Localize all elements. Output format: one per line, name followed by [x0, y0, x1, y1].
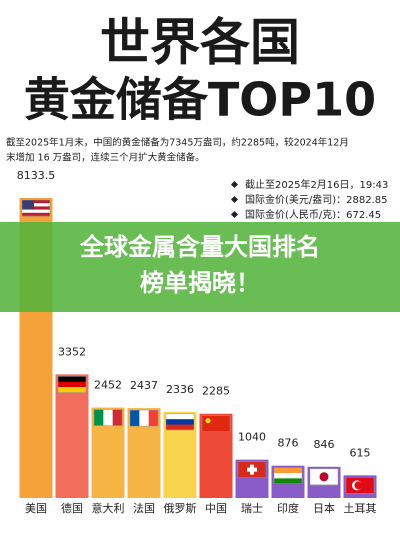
banner-text: 全球金属含量大国排名 [79, 233, 320, 261]
flag-border [237, 461, 267, 478]
flag-part [319, 472, 329, 482]
flag-part [354, 481, 363, 490]
note-bullet [230, 210, 239, 219]
flag-part [58, 381, 86, 388]
flag-part [58, 387, 86, 393]
flag-part [166, 413, 194, 420]
flag-part [22, 209, 50, 214]
flag-part [166, 424, 194, 431]
x-tick-label: 俄罗斯 [164, 502, 197, 515]
flag-part [22, 203, 50, 207]
value-label: 2285 [202, 385, 230, 398]
flag-part [166, 419, 194, 425]
flag-part [205, 418, 211, 424]
note: 截止至2025年2月16日，19:43 [245, 178, 388, 191]
flag-part [274, 478, 302, 484]
bar [55, 374, 89, 498]
value-label: 3352 [58, 345, 86, 358]
flag-part [58, 376, 86, 382]
x-tick-label: 美国 [25, 502, 47, 515]
value-label: 876 [278, 437, 299, 450]
value-label: 2336 [166, 383, 194, 396]
flag-part [148, 410, 159, 427]
x-tick-label: 日本 [313, 501, 335, 515]
x-tick-label: 德国 [61, 501, 83, 515]
value-label: 1040 [238, 431, 266, 444]
x-tick-label: 意大利 [92, 501, 125, 515]
flag-part [112, 409, 123, 426]
flag-part [247, 467, 257, 472]
flag-part [202, 415, 230, 433]
subtitle-line: 末增加 16 万盎司，连续三个月扩大黄金储备。 [6, 152, 205, 164]
value-label: 8133.5 [17, 169, 56, 182]
flag-part [22, 206, 50, 210]
flag-part [22, 200, 34, 209]
banner-text: 榜单揭晓！ [140, 269, 260, 297]
subtitle-line: 截至2025年1月末，中国的黄金储备为7345万盎司，约2285吨，较2024年… [6, 137, 349, 149]
value-label: 2437 [130, 379, 158, 392]
title-line: 黄金储备TOP10 [24, 73, 376, 127]
flag-border [21, 199, 51, 217]
flag-part [22, 200, 50, 204]
value-label: 615 [350, 446, 371, 459]
value-label: 2452 [94, 379, 122, 392]
note: 国际金价(人民币/克)：672.45 [245, 208, 381, 221]
flag-part [130, 410, 140, 427]
title-line: 世界各国 [100, 14, 300, 72]
flag-border [201, 415, 231, 432]
flag-border [57, 376, 87, 393]
note-bullet [230, 180, 239, 189]
flag-border [309, 468, 339, 486]
value-label: 846 [314, 438, 335, 451]
flag-border [273, 467, 303, 484]
flag-part [94, 409, 104, 426]
flag-border [93, 409, 123, 426]
flag-border [165, 413, 195, 431]
x-tick-label: 土耳其 [344, 502, 377, 515]
flag-part [139, 410, 149, 427]
x-tick-label: 法国 [133, 501, 155, 515]
note-bullet [230, 195, 239, 204]
flag-part [274, 467, 302, 474]
flag-part [274, 473, 302, 479]
flag-part [22, 212, 50, 217]
flag-border [129, 409, 159, 427]
note: 国际金价(美元/盎司)：2882.85 [245, 193, 388, 206]
x-tick-label: 中国 [205, 502, 227, 515]
x-tick-label: 印度 [277, 501, 299, 515]
flag-border [345, 477, 375, 494]
banner [0, 222, 400, 312]
flag-part [103, 409, 113, 426]
x-tick-label: 瑞士 [241, 501, 263, 515]
